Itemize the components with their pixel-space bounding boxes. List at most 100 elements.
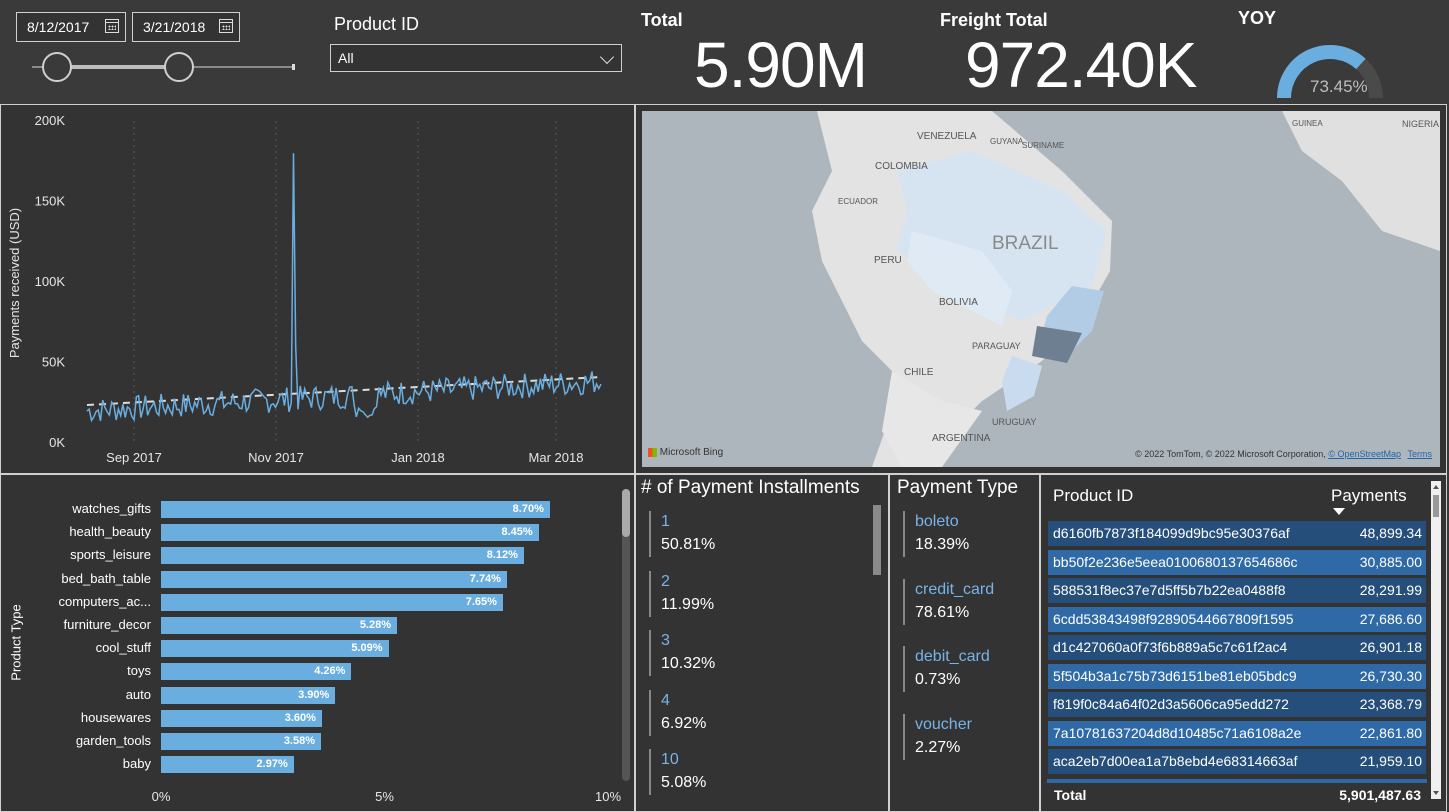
bar-cool_stuff[interactable]: 5.09%	[161, 640, 389, 658]
slicer-item-key[interactable]: boleto	[915, 513, 959, 530]
windows-logo-icon	[648, 447, 657, 457]
date-slider-end-handle[interactable]	[164, 52, 194, 82]
bar-value-label: 8.70%	[512, 503, 544, 515]
slicer-item[interactable]: credit_card 78.61%	[903, 578, 995, 625]
table-row[interactable]: f819f0c84a64f02d3a5606ca95edd272 23,368.7…	[1048, 692, 1426, 717]
osm-link[interactable]: © OpenStreetMap	[1328, 449, 1401, 459]
bar-toys[interactable]: 4.26%	[161, 663, 352, 681]
line-chart-y-tick: 200K	[35, 113, 66, 128]
table-row[interactable]: d1c427060a0f73f6b889a5c7c61f2ac4 26,901.1…	[1048, 635, 1426, 660]
bar-value-label: 7.65%	[465, 595, 497, 608]
scroll-down-icon[interactable]	[1433, 791, 1439, 795]
bar-chart-x-tick: 5%	[375, 789, 394, 804]
slicer-item-value: 50.81%	[661, 536, 716, 553]
table-row[interactable]: aca2eb7d00ea1a7b8ebd4e68314663af 21,959.1…	[1048, 749, 1426, 774]
bar-auto[interactable]: 3.90%	[161, 686, 336, 704]
bar-furniture_decor[interactable]: 5.28%	[161, 617, 398, 634]
bar-chart-scroll-thumb[interactable]	[622, 489, 630, 537]
date-start-field[interactable]: 8/12/2017	[16, 12, 126, 42]
table-cell-payments: 26,901.18	[1359, 639, 1422, 655]
table-row[interactable]: 5f504b3a1c75b73d6151be81eb05bdc9 26,730.3…	[1048, 663, 1426, 689]
bar-health_beauty[interactable]: 8.45%	[161, 524, 539, 542]
bar-baby[interactable]: 2.97%	[161, 756, 294, 774]
sort-descending-icon[interactable]	[1333, 508, 1345, 515]
table-cell-payments: 22,861.80	[1359, 724, 1422, 741]
slicer-item[interactable]: debit_card 0.73%	[903, 646, 990, 692]
date-end-value: 3/21/2018	[143, 19, 206, 35]
slicer-item-value: 2.27%	[915, 738, 961, 756]
bar-computers_ac[interactable]: 7.65%	[161, 593, 503, 611]
table-scrollbar[interactable]	[1431, 481, 1441, 799]
map-label-colombia: COLOMBIA	[875, 161, 928, 172]
slicer-item[interactable]: 3 10.32%	[649, 630, 715, 676]
map-label-paraguay: PARAGUAY	[972, 341, 1021, 351]
date-end-field[interactable]: 3/21/2018	[132, 12, 240, 42]
slicer-item[interactable]: voucher 2.27%	[903, 713, 972, 760]
slicer-item-value: 10.32%	[661, 655, 716, 672]
slicer-item-key[interactable]: debit_card	[915, 648, 990, 665]
bing-logo: Microsoft Bing	[648, 447, 723, 458]
table-row[interactable]: d6160fb7873f184099d9bc95e30376af 48,899.3…	[1048, 521, 1426, 546]
table-row[interactable]: 588531f8ec37e7d5ff5b7b22ea0488f8 28,291.9…	[1048, 578, 1426, 603]
table-cell-payments: 23,368.79	[1359, 696, 1422, 712]
bar-watches_gifts[interactable]: 8.70%	[161, 501, 550, 518]
bar-garden_tools[interactable]: 3.58%	[161, 733, 322, 750]
slicer-item-key[interactable]: voucher	[915, 715, 972, 733]
map-canvas[interactable]: VENEZUELA COLOMBIA ECUADOR PERU BRAZIL B…	[642, 111, 1440, 467]
slicer-item-key[interactable]: 2	[661, 572, 670, 590]
slicer-item-key[interactable]: 3	[661, 632, 670, 649]
col-header-product-id[interactable]: Product ID	[1053, 486, 1134, 505]
table-row[interactable]: 7a10781637204d8d10485c71a6108a2e 22,861.8…	[1048, 720, 1426, 746]
bar-category-label: watches_gifts	[72, 501, 151, 516]
slicer-item-value: 0.73%	[915, 671, 961, 688]
slicer-item[interactable]: 1 50.81%	[649, 511, 715, 557]
table-cell-product-id: 7a10781637204d8d10485c71a6108a2e	[1053, 724, 1302, 741]
total-row-value: 5,901,487.63	[1339, 787, 1421, 803]
slicer-item-key[interactable]: 1	[661, 513, 670, 530]
table-row[interactable]: bb50f2e236e5eea0100680137654686c 30,885.0…	[1048, 549, 1426, 575]
table-row[interactable]: 6cdd53843498f92890544667809f1595 27,686.6…	[1048, 606, 1426, 632]
slicer-item-value: 18.39%	[915, 536, 970, 553]
date-slider-start-handle[interactable]	[42, 52, 72, 82]
slicer-item-value: 6.92%	[661, 714, 707, 732]
calendar-icon[interactable]	[105, 19, 119, 33]
table-cell-product-id: 5f504b3a1c75b73d6151be81eb05bdc9	[1053, 667, 1297, 684]
yoy-value: 73.45%	[1310, 77, 1368, 96]
bar-bed_bath_table[interactable]: 7.74%	[161, 570, 507, 588]
table-cell-product-id: bb50f2e236e5eea0100680137654686c	[1053, 553, 1298, 570]
map-label-venezuela: VENEZUELA	[917, 131, 977, 142]
slicer-item[interactable]: 2 11.99%	[649, 570, 714, 617]
slicer-item-value: 78.61%	[915, 603, 970, 621]
terms-link[interactable]: Terms	[1407, 449, 1433, 459]
slicer-item-key[interactable]: credit_card	[915, 580, 995, 598]
line-chart-x-tick: Nov 2017	[248, 450, 304, 465]
product-id-dropdown[interactable]: All	[330, 44, 622, 72]
slicer-item[interactable]: 10 5.08%	[649, 749, 706, 795]
bar-category-label: garden_tools	[75, 733, 151, 748]
bar-chart-scrollbar[interactable]	[622, 489, 630, 781]
col-header-payments[interactable]: Payments	[1331, 486, 1407, 505]
slicer-item[interactable]: boleto 18.39%	[903, 511, 969, 557]
bar-sports_leisure[interactable]: 8.12%	[161, 547, 524, 565]
calendar-icon[interactable]	[219, 19, 233, 33]
table-cell-payments: 28,291.99	[1359, 582, 1422, 598]
map-label-brazil: BRAZIL	[992, 233, 1059, 254]
bar-category-label: toys	[127, 663, 151, 679]
slicer-item[interactable]: 4 6.92%	[649, 689, 707, 736]
table-cell-product-id: aca2eb7d00ea1a7b8ebd4e68314663af	[1053, 753, 1298, 769]
slicer-item-key[interactable]: 10	[661, 751, 679, 768]
installments-scrollbar[interactable]	[873, 505, 881, 575]
table-cell-payments: 30,885.00	[1359, 553, 1422, 570]
bar-housewares[interactable]: 3.60%	[161, 709, 322, 727]
line-chart-x-tick: Jan 2018	[391, 450, 445, 465]
table-scroll-thumb[interactable]	[1433, 495, 1439, 517]
map-label-peru: PERU	[874, 255, 902, 266]
bar-value-label: 3.58%	[283, 735, 316, 747]
bar-category-label: health_beauty	[69, 524, 151, 540]
line-chart-y-tick: 100K	[35, 274, 66, 289]
freight-total-value: 972.40K	[965, 29, 1197, 101]
scroll-up-icon[interactable]	[1433, 485, 1439, 489]
slicer-item-key[interactable]: 4	[661, 691, 670, 709]
payment-type-title: Payment Type	[897, 477, 1019, 498]
total-row-label: Total	[1054, 787, 1087, 803]
